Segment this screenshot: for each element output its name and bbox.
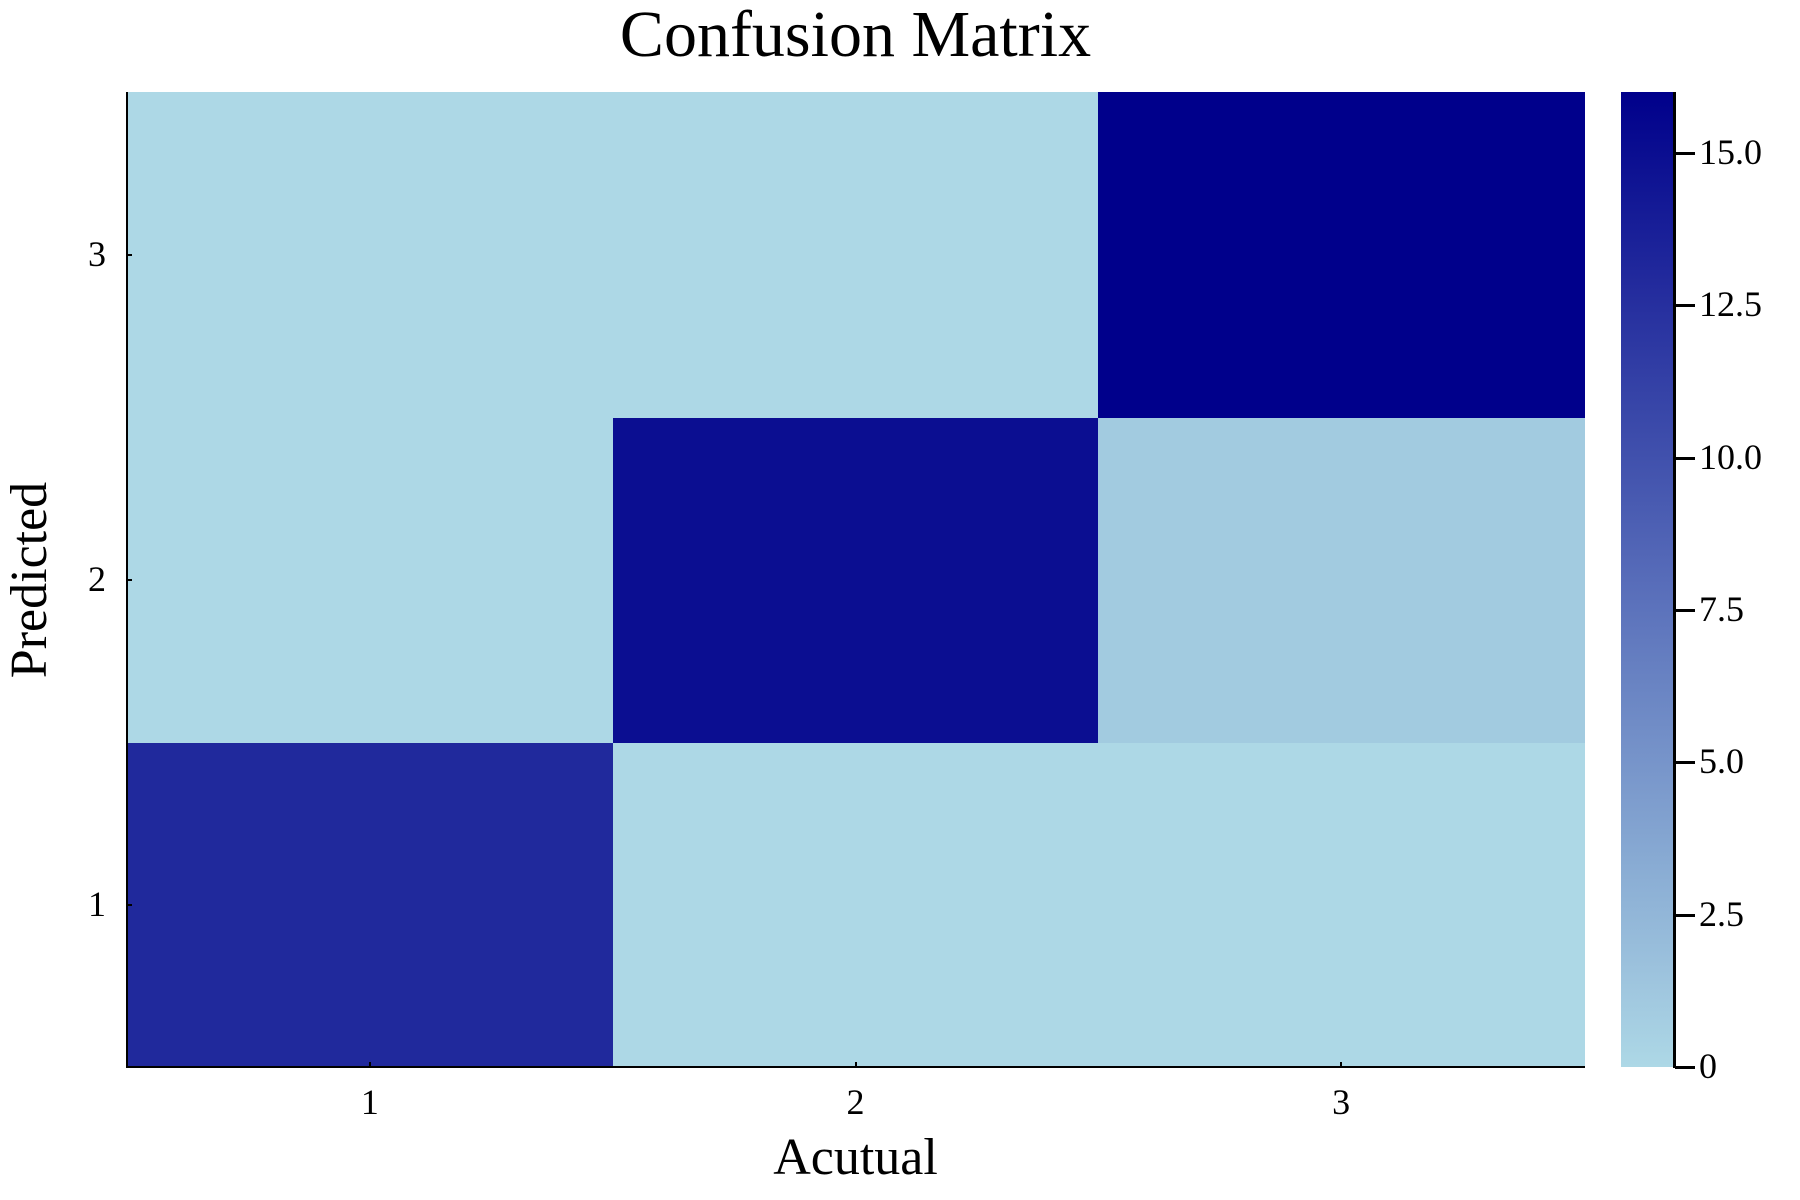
- colorbar-tick-mark: [1675, 913, 1695, 917]
- colorbar-tick-mark: [1675, 761, 1695, 765]
- heatmap-cell: [1098, 417, 1586, 743]
- x-tick-label: 2: [846, 1082, 865, 1122]
- x-tick-mark: [854, 1062, 857, 1067]
- y-tick-mark: [127, 578, 132, 581]
- y-axis-label: Predicted: [1, 481, 58, 679]
- colorbar: [1621, 92, 1674, 1067]
- heatmap-cell: [1098, 92, 1586, 418]
- colorbar-tick-mark: [1675, 151, 1695, 155]
- colorbar-tick-label: 12.5: [1699, 284, 1762, 325]
- heatmap-cell: [127, 742, 614, 1068]
- heatmap-cell: [127, 417, 614, 743]
- x-axis-label: Acutual: [773, 1129, 938, 1186]
- heatmap-cell: [1098, 742, 1586, 1068]
- x-tick-label: 1: [360, 1082, 379, 1122]
- colorbar-tick-mark: [1675, 456, 1695, 460]
- x-tick-mark: [1340, 1062, 1343, 1067]
- colorbar-tick-mark: [1675, 1066, 1695, 1069]
- heatmap-cell: [612, 742, 1100, 1068]
- colorbar-tick-label: 7.5: [1699, 588, 1744, 629]
- x-tick-mark: [368, 1062, 371, 1067]
- heatmap-cell: [612, 417, 1100, 743]
- x-axis-line: [127, 1066, 1585, 1068]
- chart-title: Confusion Matrix: [619, 0, 1092, 71]
- y-tick-label: 3: [88, 233, 106, 274]
- colorbar-tick-mark: [1675, 304, 1695, 308]
- colorbar-tick-label: 0: [1699, 1046, 1717, 1086]
- y-tick-label: 2: [88, 558, 106, 599]
- colorbar-tick-label: 10.0: [1699, 436, 1762, 477]
- colorbar-tick-mark: [1675, 608, 1695, 612]
- y-tick-mark: [127, 903, 132, 906]
- colorbar-tick-label: 2.5: [1699, 893, 1744, 934]
- colorbar-tick-label: 5.0: [1699, 741, 1744, 782]
- heatmap-cell: [612, 92, 1100, 418]
- colorbar-tick-label: 15.0: [1699, 131, 1762, 172]
- x-tick-label: 3: [1332, 1082, 1351, 1122]
- heatmap-plot-area: [127, 92, 1586, 1068]
- heatmap-cell: [127, 92, 614, 418]
- colorbar-axis-line: [1673, 92, 1676, 1068]
- y-tick-mark: [127, 253, 132, 256]
- y-tick-label: 1: [88, 883, 106, 924]
